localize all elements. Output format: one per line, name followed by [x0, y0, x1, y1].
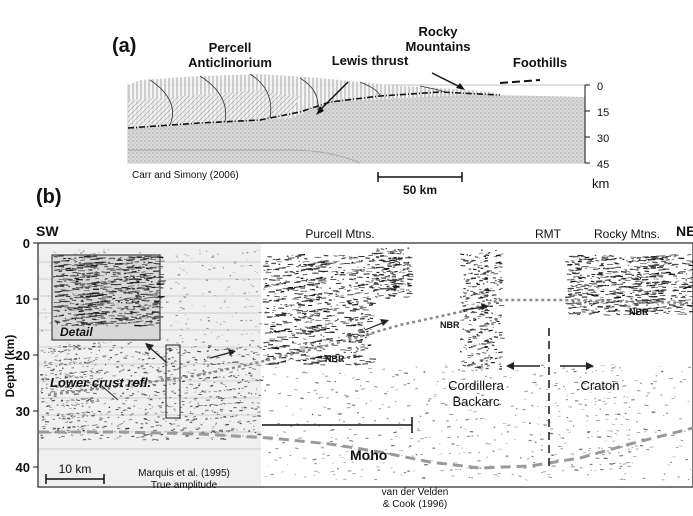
panel-b-label: (b) — [36, 186, 62, 208]
detail-source-box — [165, 344, 181, 419]
depth-unit: km — [592, 176, 609, 191]
purcell-mtns-label: Purcell Mtns. — [305, 227, 374, 241]
foothills-label: Foothills — [513, 55, 567, 70]
rocky-mtns-label: Rocky Mtns. — [594, 227, 660, 241]
detail-label: Detail — [60, 325, 93, 339]
nbr-label-1: NBR — [325, 354, 345, 364]
panel-a-depth-axis: 0 15 30 45 km — [584, 81, 609, 191]
rocky-arrow — [431, 72, 463, 89]
nbr-label-2: NBR — [440, 320, 460, 330]
panel-b-scale-bar: 10 km — [45, 462, 105, 484]
direction-ne: NE — [676, 223, 693, 239]
y-axis-label: Depth (km) — [3, 335, 17, 398]
detail-inset: Detail — [51, 254, 167, 341]
citation-vandervelden-2: & Cook (1996) — [383, 499, 447, 510]
rocky-label-2: Mountains — [406, 39, 471, 54]
right-seismic-section — [262, 247, 693, 481]
panel-b-depth-axis: Depth (km) 0 10 20 30 40 — [3, 236, 38, 475]
percell-label-2: Anticlinorium — [188, 55, 272, 70]
panel-a: (a) Percell Anticl — [112, 24, 609, 197]
s-label-2: S — [636, 273, 641, 282]
scale-50km: 50 km — [403, 183, 437, 197]
lewis-thrust-label: Lewis thrust — [332, 53, 409, 68]
citation-true-amplitude: True amplitude — [151, 480, 218, 491]
cordillera-label-1: Cordillera — [448, 378, 504, 393]
lower-crust-label: Lower crust refl. — [50, 375, 151, 390]
y-tick-0: 0 — [23, 236, 30, 251]
y-tick-30: 30 — [16, 404, 30, 419]
panel-b: (b) SW NE Purcell Mtns. RMT Rocky Mtns. — [3, 186, 693, 510]
y-tick-20: 20 — [16, 348, 30, 363]
s-label-1: S — [395, 258, 400, 267]
nbr-label-3: NBR — [629, 307, 649, 317]
scale-10km: 10 km — [59, 462, 92, 476]
cross-section — [127, 73, 586, 164]
depth-tick-0: 0 — [597, 81, 603, 93]
depth-tick-30: 30 — [597, 133, 609, 145]
cordillera-label-2: Backarc — [453, 394, 500, 409]
citation-vandervelden-1: van der Velden — [382, 487, 449, 498]
craton-label: Craton — [580, 378, 619, 393]
rmt-label: RMT — [535, 227, 562, 241]
citation-marquis: Marquis et al. (1995) — [138, 468, 230, 479]
panel-a-scale-bar: 50 km — [377, 172, 463, 197]
lewis-arrow — [317, 81, 349, 113]
y-tick-40: 40 — [16, 460, 30, 475]
direction-sw: SW — [36, 223, 59, 239]
percell-label-1: Percell — [209, 40, 252, 55]
panel-a-label: (a) — [112, 35, 136, 57]
nbr-reflector — [47, 298, 691, 397]
depth-tick-15: 15 — [597, 107, 609, 119]
y-tick-10: 10 — [16, 292, 30, 307]
moho-label: Moho — [350, 447, 387, 463]
moho-line — [39, 426, 693, 470]
panel-a-citation: Carr and Simony (2006) — [132, 170, 239, 181]
rocky-label-1: Rocky — [418, 24, 458, 39]
depth-tick-45: 45 — [597, 159, 609, 171]
